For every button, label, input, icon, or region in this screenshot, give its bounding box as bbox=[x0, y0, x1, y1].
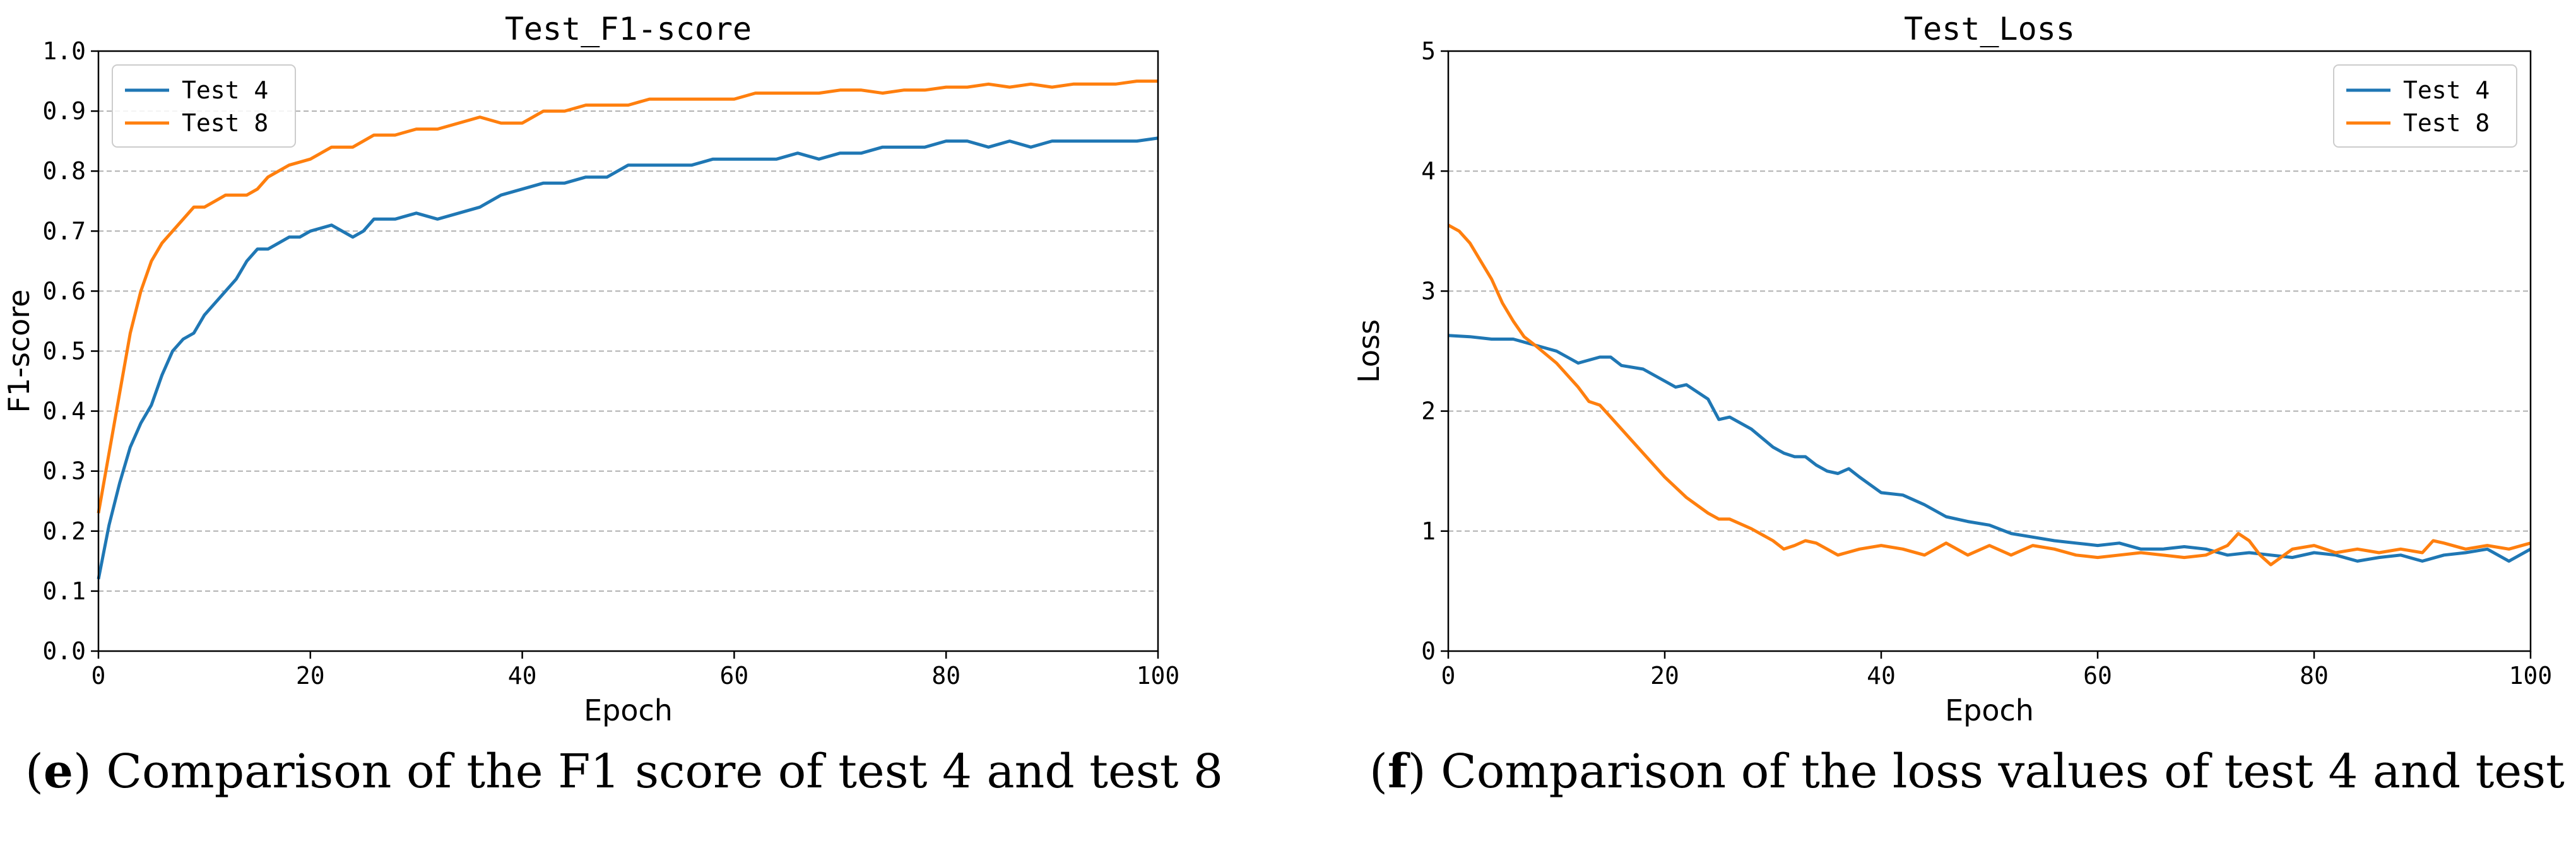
chart2-series-line-test-4 bbox=[1448, 334, 2532, 563]
chart1-legend-label: Test 4 bbox=[182, 76, 268, 104]
chart1-title: Test_F1-score bbox=[505, 11, 752, 47]
chart2-x-tick-label: 40 bbox=[1867, 662, 1896, 690]
chart2-y-axis-label: Loss bbox=[1352, 319, 1386, 383]
chart1-x-tick-label: 60 bbox=[720, 662, 749, 690]
chart2-legend-label: Test 8 bbox=[2403, 109, 2490, 137]
chart2-x-tick-label: 60 bbox=[2083, 662, 2112, 690]
chart1-y-tick-label: 1.0 bbox=[42, 37, 86, 65]
chart2-y-tick-label: 4 bbox=[1421, 157, 1436, 185]
chart1-x-tick-label: 0 bbox=[92, 662, 106, 690]
chart1-y-tick-label: 0.1 bbox=[42, 577, 86, 605]
chart1-x-tick-label: 100 bbox=[1137, 662, 1180, 690]
chart2-y-tick-label: 2 bbox=[1421, 397, 1436, 425]
chart1-y-tick-label: 0.5 bbox=[42, 338, 86, 365]
chart1-y-axis-label: F1-score bbox=[2, 290, 36, 413]
caption-f: (f) Comparison of the loss values of tes… bbox=[1369, 744, 2576, 799]
caption-e: (e) Comparison of the F1 score of test 4… bbox=[25, 744, 1224, 799]
chart2-y-tick-label: 5 bbox=[1421, 37, 1436, 65]
chart2-y-tick-label: 3 bbox=[1421, 277, 1436, 305]
chart2-y-tick-label: 1 bbox=[1421, 517, 1436, 545]
chart1-legend-box bbox=[112, 64, 296, 148]
chart1-series-line-test-8 bbox=[97, 79, 1158, 514]
chart2-legend-box bbox=[2333, 64, 2517, 148]
chart2-x-axis-label: Epoch bbox=[1945, 693, 2034, 727]
chart2-x-tick-label: 0 bbox=[1441, 662, 1456, 690]
chart1-y-tick-label: 0.9 bbox=[42, 97, 86, 125]
chart1-y-tick-label: 0.8 bbox=[42, 157, 86, 185]
chart2-title: Test_Loss bbox=[1904, 11, 2075, 47]
chart1-y-tick-label: 0.2 bbox=[42, 517, 86, 545]
chart1-y-tick-label: 0.0 bbox=[42, 637, 86, 665]
chart2-x-tick-label: 100 bbox=[2509, 662, 2553, 690]
chart1-x-tick-label: 80 bbox=[931, 662, 960, 690]
chart1-series-line-test-4 bbox=[97, 136, 1159, 580]
chart1-x-tick-label: 40 bbox=[508, 662, 537, 690]
chart1-y-tick-label: 0.6 bbox=[42, 277, 86, 305]
chart1-legend-label: Test 8 bbox=[182, 109, 268, 137]
chart1-x-axis-label: Epoch bbox=[584, 693, 673, 727]
chart2-x-tick-label: 80 bbox=[2300, 662, 2329, 690]
chart2-axes-frame bbox=[1447, 50, 2532, 652]
chart1-x-tick-label: 20 bbox=[296, 662, 325, 690]
chart1-y-tick-label: 0.3 bbox=[42, 457, 86, 485]
chart2-y-tick-label: 0 bbox=[1421, 637, 1436, 665]
chart1-y-tick-label: 0.4 bbox=[42, 397, 86, 425]
chart2-x-tick-label: 20 bbox=[1650, 662, 1679, 690]
chart2-series-line-test-8 bbox=[1447, 223, 2531, 567]
chart1-y-tick-label: 0.7 bbox=[42, 217, 86, 245]
chart2-legend-label: Test 4 bbox=[2403, 76, 2490, 104]
